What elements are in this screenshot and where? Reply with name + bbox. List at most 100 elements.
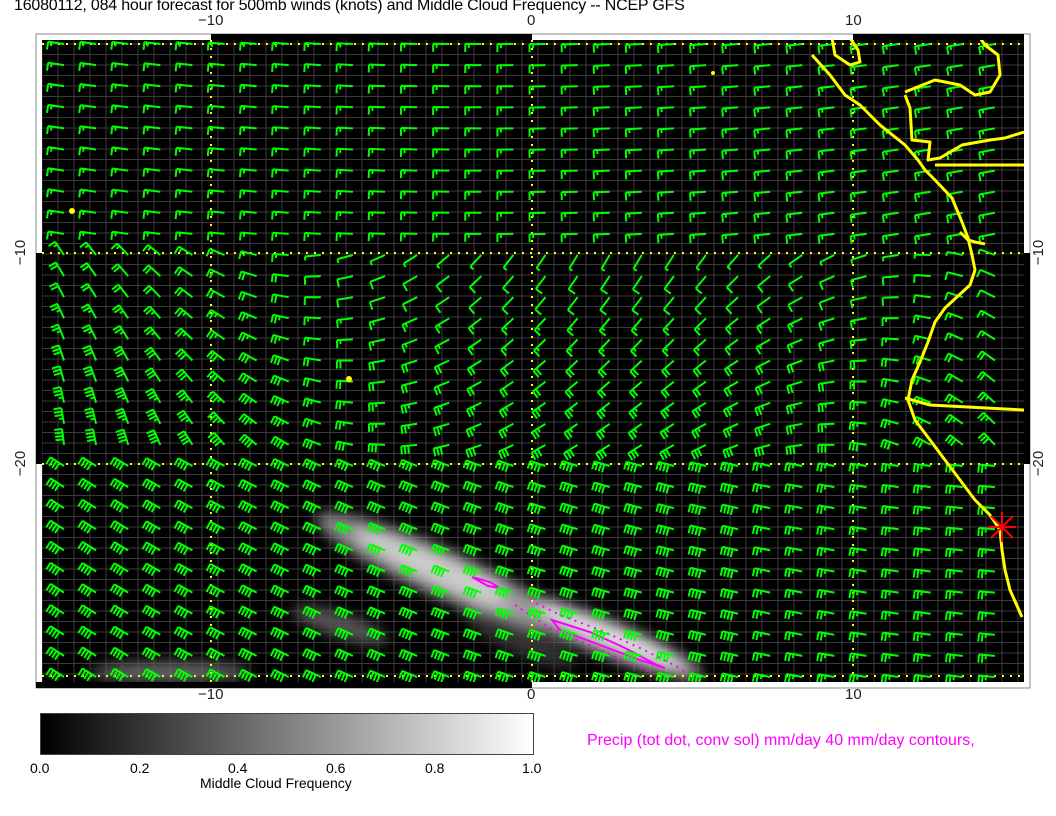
wind-barb [725, 296, 739, 315]
wind-barb [755, 317, 771, 335]
wind-barb [849, 127, 867, 139]
wind-barb [978, 127, 996, 140]
wind-barb [695, 254, 707, 271]
wind-barb [303, 84, 321, 94]
wind-barb [336, 275, 354, 288]
wind-barb [174, 83, 193, 93]
wind-barb [494, 607, 514, 620]
wind-barb [366, 500, 386, 514]
wind-barb [785, 85, 803, 96]
wind-barb [110, 62, 129, 72]
wind-barb [912, 589, 931, 600]
wind-barb [398, 564, 418, 578]
wind-barb [78, 83, 97, 93]
wind-barb [174, 104, 193, 114]
wind-barb [462, 586, 482, 599]
wind-barb [592, 148, 610, 159]
wind-barb [46, 209, 65, 219]
x-tick-bottom: −10 [198, 686, 224, 703]
wind-barb [174, 348, 194, 362]
wind-barb [624, 190, 642, 201]
wind-barb [913, 232, 931, 245]
wind-barb [500, 317, 515, 336]
wind-barb [206, 390, 226, 404]
wind-barb [881, 148, 899, 160]
wind-barb [656, 148, 674, 159]
wind-barb [237, 331, 258, 342]
wind-barb [784, 567, 803, 578]
wind-barb [271, 41, 289, 51]
colorbar-tick: 0.2 [130, 760, 150, 776]
wind-barb [848, 673, 867, 682]
wind-barb [977, 653, 995, 663]
wind-barb [785, 401, 803, 415]
wind-barb [661, 359, 675, 378]
wind-barb [751, 482, 771, 493]
wind-barb [174, 189, 193, 199]
wind-barb [238, 270, 257, 281]
wind-barb [591, 460, 610, 473]
wind-barb [751, 651, 771, 662]
wind-barb [530, 444, 546, 461]
wind-barb [592, 211, 610, 222]
wind-barb [271, 62, 289, 72]
wind-barb [400, 380, 418, 394]
wind-barb [368, 380, 386, 392]
colorbar-label: Middle Cloud Frequency [200, 775, 352, 791]
wind-barb [592, 190, 610, 201]
wind-barb [722, 422, 739, 439]
wind-barb [787, 296, 803, 313]
wind-barb [79, 262, 97, 277]
wind-barb [53, 407, 65, 424]
wind-barb [978, 64, 996, 76]
wind-barb [816, 483, 835, 493]
wind-barb [436, 254, 450, 270]
wind-barb [205, 309, 226, 320]
x-tick-top: 10 [845, 12, 862, 29]
wind-barb [366, 606, 386, 620]
wind-barb [753, 190, 771, 202]
wind-barb [239, 83, 257, 93]
wind-barb [401, 338, 418, 353]
wind-barb [691, 401, 707, 419]
wind-barb [944, 393, 964, 404]
wind-barb [817, 190, 835, 202]
wind-barb [848, 504, 867, 515]
wind-barb [532, 380, 547, 399]
wind-barb [205, 520, 225, 535]
wind-barb [334, 648, 354, 662]
wind-barb [816, 652, 835, 662]
wind-barb [526, 649, 546, 663]
wind-barb [77, 646, 97, 661]
wind-barb [849, 169, 867, 181]
wind-barb [755, 338, 771, 355]
wind-barb [239, 62, 257, 72]
wind-barb [913, 43, 931, 55]
wind-barb [788, 254, 803, 268]
wind-barb [721, 232, 739, 244]
wind-barb [977, 548, 995, 558]
wind-barb [239, 231, 257, 241]
wind-barb [721, 43, 739, 54]
wind-barb [466, 359, 482, 377]
wind-barb [660, 401, 675, 420]
wind-barb [817, 211, 835, 223]
wind-barb [816, 462, 835, 472]
wind-barb [912, 294, 931, 304]
wind-barb [173, 626, 193, 640]
wind-barb [46, 61, 65, 71]
wind-barb [912, 568, 931, 579]
wind-barb [45, 646, 65, 661]
wind-barb [945, 674, 963, 682]
wind-barb [624, 85, 642, 96]
wind-barb [110, 242, 129, 256]
wind-barb [366, 458, 386, 472]
wind-barb [689, 169, 707, 180]
wind-barb [528, 43, 546, 53]
wind-barb [175, 368, 194, 383]
wind-barb [559, 607, 578, 620]
wind-barb [302, 397, 322, 408]
wind-barb [946, 106, 963, 118]
wind-barb [335, 105, 353, 115]
wind-barb [535, 254, 547, 272]
